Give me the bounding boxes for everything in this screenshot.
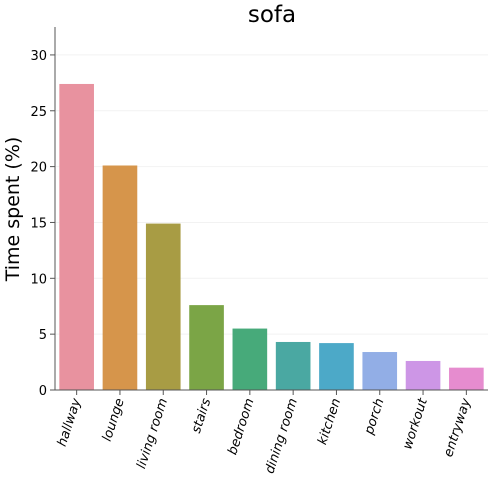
x-tick-label: entryway — [441, 396, 474, 459]
y-tick-label: 30 — [30, 49, 47, 64]
axis-layer — [54, 27, 488, 391]
bar-living-room — [145, 223, 181, 390]
x-tick-label: stairs — [189, 396, 214, 435]
y-tick-label: 5 — [39, 328, 47, 343]
x-tick-label: lounge — [100, 397, 128, 444]
x-tick-label: kitchen — [315, 397, 344, 447]
x-tick-layer: hallway lounge living room stairs bedroom din… — [55, 390, 474, 476]
bar-workout — [405, 360, 441, 390]
chart-title: sofa — [248, 2, 296, 28]
bar-dining-room — [275, 341, 311, 390]
y-tick-label: 0 — [39, 384, 47, 399]
y-tick-label: 20 — [30, 161, 47, 176]
x-tick-label: porch — [362, 397, 388, 438]
y-tick-label: 25 — [30, 105, 47, 120]
y-tick-label: 10 — [30, 272, 47, 287]
bar-hallway — [59, 83, 94, 390]
bar-entryway — [449, 367, 484, 390]
y-tick-layer: 0 5 10 15 20 25 30 — [30, 49, 55, 399]
x-tick-label: dining room — [263, 397, 301, 476]
x-tick-label: workout — [400, 396, 431, 452]
bar-porch — [362, 352, 398, 390]
x-tick-label: living room — [134, 397, 171, 471]
bar-lounge — [102, 165, 138, 390]
x-tick-label: hallway — [55, 396, 85, 448]
bar-bedroom — [232, 328, 268, 390]
x-tick-label: bedroom — [225, 397, 257, 457]
bar-stairs — [189, 305, 224, 390]
bar-kitchen — [319, 343, 354, 390]
bar-layer — [59, 83, 484, 390]
y-axis-label: Time spent (%) — [2, 137, 24, 283]
y-tick-label: 15 — [30, 216, 47, 231]
